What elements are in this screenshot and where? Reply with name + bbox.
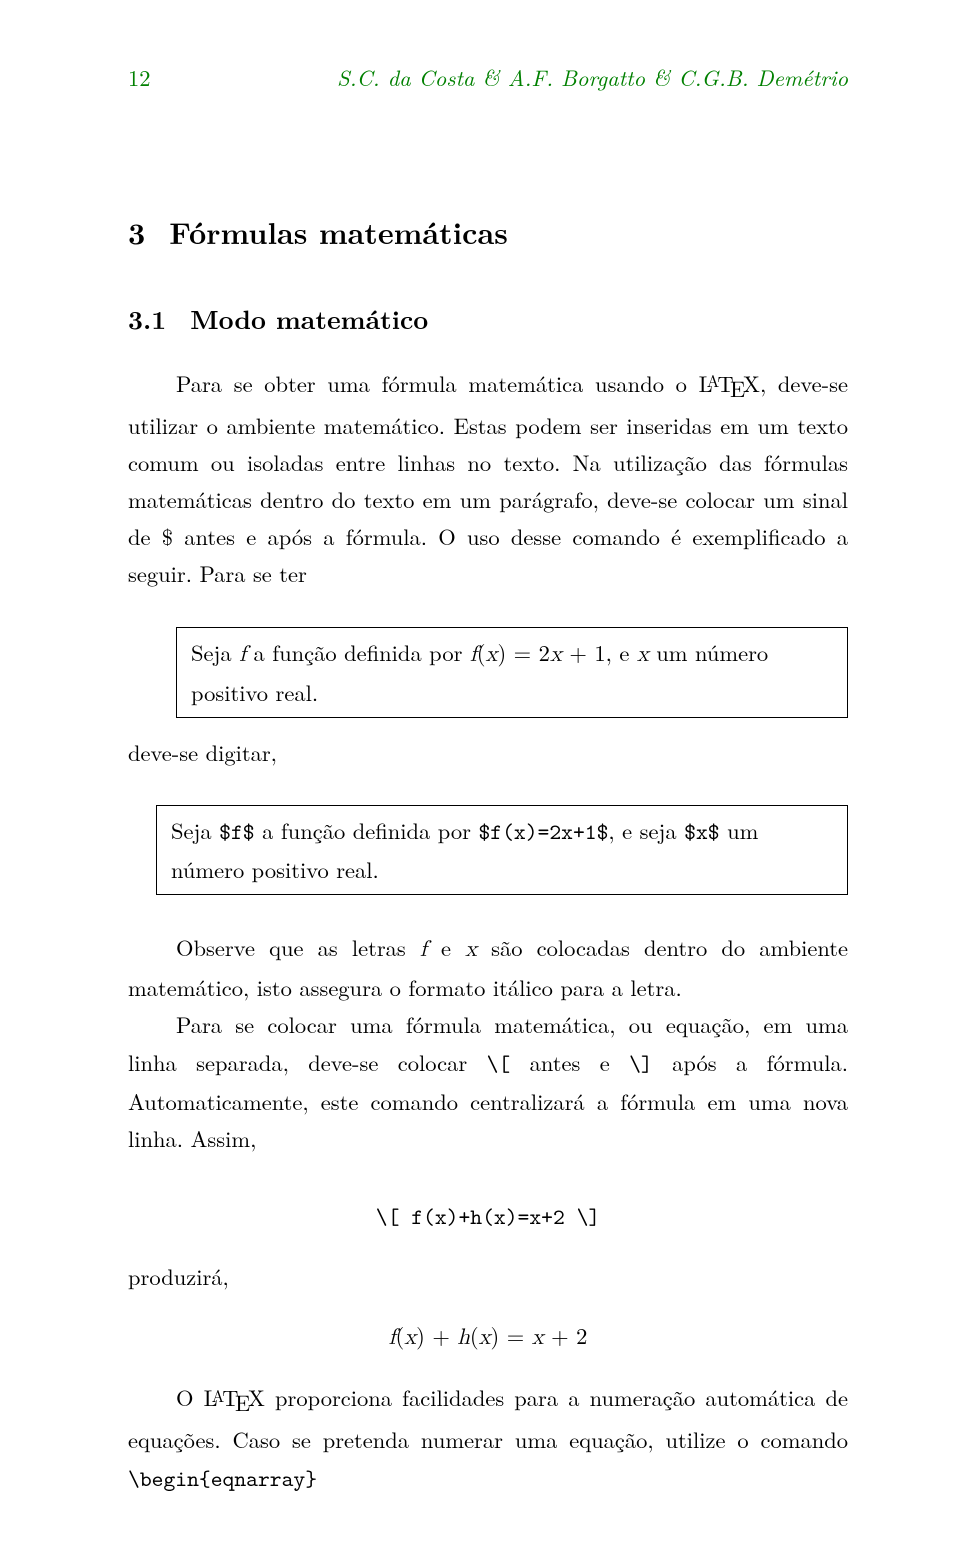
- math-var-x: x: [465, 939, 477, 961]
- math-var-h: h: [457, 1327, 470, 1349]
- latex-logo: LATEX: [699, 367, 760, 399]
- math-var-f: f: [420, 939, 427, 961]
- text: Para se obter uma fórmula matemática usa…: [176, 367, 699, 399]
- paragraph-intro: Para se obter uma fórmula matemática usa…: [128, 365, 848, 593]
- running-header: 12 S.C. da Costa & A.F. Borgatto & C.G.B…: [128, 66, 848, 89]
- text: ) =: [491, 1319, 532, 1351]
- math-var-x: x: [404, 1327, 416, 1349]
- text: Seja: [171, 814, 219, 846]
- code: \[: [487, 1049, 511, 1079]
- paragraph-observe: Observe que as letras f e x são colocada…: [128, 929, 848, 1006]
- text: + 1, e: [562, 636, 637, 668]
- text: Seja: [191, 636, 239, 668]
- page-number: 12: [128, 66, 151, 89]
- text: O: [176, 1381, 204, 1413]
- code: $x$: [684, 817, 719, 847]
- math-var-f: f: [239, 644, 246, 666]
- section-heading: 3 Fórmulas matemáticas: [128, 207, 848, 257]
- text: ) +: [416, 1319, 457, 1351]
- math-var-x: x: [486, 644, 498, 666]
- text: ) = 2: [497, 636, 550, 668]
- math-var-x: x: [479, 1327, 491, 1349]
- display-math: f(x) + h(x) = x + 2: [128, 1317, 848, 1357]
- subsection-heading: 3.1 Modo matemático: [128, 298, 848, 341]
- math-var-x: x: [532, 1327, 544, 1349]
- subsection-title: Modo matemático: [190, 300, 428, 337]
- code: \]: [629, 1049, 653, 1079]
- code: $f$: [219, 817, 254, 847]
- text: antes e: [510, 1046, 629, 1078]
- text: (: [477, 636, 486, 668]
- section-number: 3: [128, 210, 145, 253]
- header-authors: S.C. da Costa & A.F. Borgatto & C.G.B. D…: [337, 66, 848, 89]
- display-code: \[ f(x)+h(x)=x+2 \]: [128, 1197, 848, 1236]
- text: (: [395, 1319, 404, 1351]
- math-var-f: f: [470, 644, 477, 666]
- text: e: [427, 931, 465, 963]
- code: $f(x)=2x+1$: [478, 817, 608, 847]
- paragraph-eqnarray: O LATEX proporciona facilidades para a n…: [128, 1379, 848, 1497]
- text: a função definida por: [255, 814, 479, 846]
- produzira: produzirá,: [128, 1258, 848, 1295]
- math-var-x: x: [550, 644, 562, 666]
- page: 12 S.C. da Costa & A.F. Borgatto & C.G.B…: [0, 0, 960, 1558]
- text: , e seja: [608, 814, 684, 846]
- math-var-x: x: [637, 644, 649, 666]
- deve-se-digitar: deve-se digitar,: [128, 734, 848, 771]
- section-title: Fórmulas matemáticas: [169, 210, 508, 253]
- text: a função definida por: [246, 636, 470, 668]
- text: (: [470, 1319, 479, 1351]
- example-output-box: Seja f a função definida por f(x) = 2x +…: [176, 627, 848, 718]
- code: \begin{eqnarray}: [128, 1464, 317, 1494]
- paragraph-display: Para se colocar uma fórmula matemática, …: [128, 1006, 848, 1157]
- subsection-number: 3.1: [128, 300, 166, 337]
- latex-logo: LATEX: [204, 1381, 265, 1413]
- text: Observe que as letras: [176, 931, 420, 963]
- text: + 2: [544, 1319, 588, 1351]
- code: \[ f(x)+h(x)=x+2 \]: [376, 1202, 600, 1232]
- example-source-box: Seja $f$ a função definida por $f(x)=2x+…: [156, 805, 848, 895]
